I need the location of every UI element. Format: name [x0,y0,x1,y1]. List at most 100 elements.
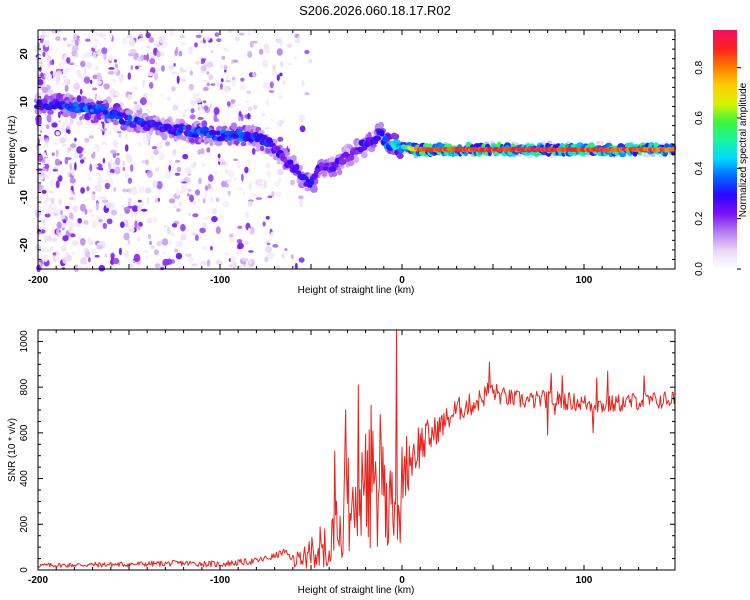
spectrogram-noise-cell [264,126,271,130]
spectrogram-noise-cell [102,33,106,40]
spectrogram-noise-cell [48,203,54,212]
spectrogram-noise-cell [188,212,191,217]
spectrogram-noise-cell [69,177,76,184]
spectrogram-noise-cell [138,212,145,217]
spectrogram-noise-cell [127,72,131,80]
spectrogram-noise-cell [145,159,149,166]
spectrogram-noise-cell [217,159,224,162]
spectrogram-noise-cell [249,40,254,48]
spectrogram-noise-cell [279,72,283,77]
spectrogram-noise-cell [137,204,143,212]
spectrogram-noise-cell [235,248,241,256]
spectrogram-ridge-halo [392,133,400,140]
spectrogram-noise-cell [202,222,207,228]
spectrogram-noise-cell [197,198,200,202]
spectrogram-noise-cell [96,144,100,152]
spectrogram-noise-cell [199,227,206,234]
spectrogram-noise-cell [76,120,83,126]
spectrogram-noise-cell [167,226,171,235]
spectrogram-noise-cell [136,237,141,242]
spectrogram-noise-cell [143,249,149,254]
spectrogram-noise-cell [55,180,60,189]
spectrogram-ridge-core [294,163,300,171]
spectrogram-noise-cell [241,173,244,182]
spectrogram-noise-cell [124,144,129,152]
spectrogram-ridge-halo [70,111,77,119]
spectrogram-y-tick-label: 20 [19,48,30,60]
spectrogram-noise-cell [128,38,136,47]
spectrogram-ridge-core [233,134,240,139]
spectrogram-noise-cell [163,224,168,229]
spectrogram-ridge-halo [259,145,265,152]
spectrogram-noise-cell [215,197,220,202]
spectrogram-noise-cell [123,232,130,241]
spectrogram-noise-cell [98,218,103,223]
spectrogram-noise-cell [182,113,186,118]
spectrogram-noise-cell [276,74,280,81]
spectrogram-noise-cell [237,242,244,249]
spectrogram-noise-cell [140,200,145,206]
snr-y-label: SNR (10 * v/v) [7,418,18,482]
spectrogram-noise-cell [264,256,269,263]
spectrogram-noise-cell [248,259,253,265]
spectrogram-noise-cell [71,205,79,213]
spectrogram-noise-cell [154,61,158,66]
spectrogram-noise-cell [237,187,244,192]
spectrogram-noise-cell [80,54,88,59]
spectrogram-noise-cell [137,199,142,203]
spectrogram-noise-cell [60,210,63,216]
spectrogram-noise-cell [266,170,272,178]
spectrogram-ridge-halo [360,151,368,159]
spectrogram-noise-cell [265,163,271,168]
spectrogram-y-tick-label: -20 [19,237,30,252]
spectrogram-noise-cell [181,181,187,184]
spectrogram-noise-cell [79,116,83,121]
spectrogram-ridge-core [382,136,389,143]
spectrogram-noise-cell [119,213,123,218]
spectrogram-noise-cell [277,168,284,175]
spectrogram-ridge-core [185,124,192,131]
spectrogram-noise-cell [228,190,231,197]
spectrogram-noise-cell [51,122,58,128]
spectrogram-noise-cell [74,39,79,47]
spectrogram-noise-cell [235,36,240,42]
spectrogram-noise-cell [261,112,266,117]
spectrogram-ridge-core [177,127,184,134]
spectrogram-noise-cell [80,60,86,68]
spectrogram-noise-cell [269,81,274,89]
spectrogram-noise-cell [174,160,181,163]
spectrogram-noise-cell [93,31,100,36]
spectrogram-noise-cell [219,214,224,220]
spectrogram-noise-cell [68,122,73,126]
spectrogram-ridge-halo [331,171,338,177]
spectrogram-noise-cell [216,38,222,43]
spectrogram-noise-cell [182,78,186,82]
spectrogram-noise-cell [207,183,212,190]
spectrogram-ridge-halo [304,187,311,192]
spectrogram-noise-cell [226,49,230,52]
spectrogram-noise-cell [142,139,149,145]
spectrogram-noise-cell [110,149,117,154]
spectrogram-noise-cell [275,38,282,44]
spectrogram-ridge-core [338,158,347,165]
spectrogram-noise-cell [278,94,283,100]
spectrogram-noise-cell [125,153,132,159]
spectrogram-noise-cell [65,157,72,160]
spectrogram-noise-cell [44,175,51,179]
spectrogram-noise-cell [146,217,153,224]
spectrogram-noise-cell [52,71,57,77]
spectrogram-noise-cell [37,175,45,180]
spectrogram-ridge-core [127,114,133,121]
spectrogram-ridge-halo [258,129,265,135]
spectrogram-ridge-core [295,170,302,175]
spectrogram-noise-cell [45,249,52,253]
spectrogram-noise-cell [129,263,134,268]
spectrogram-ridge-core [191,133,199,138]
spectrogram-ridge-halo [209,138,214,147]
spectrogram-noise-cell [185,253,192,257]
spectrogram-noise-cell [142,54,148,61]
spectrogram-noise-cell [248,182,252,191]
spectrogram-noise-cell [175,252,183,260]
